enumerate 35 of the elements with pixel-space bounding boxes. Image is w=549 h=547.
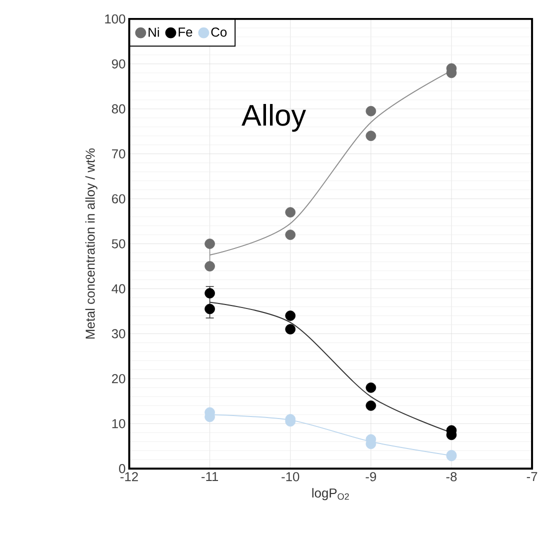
legend-label: Co [211, 27, 227, 37]
legend-label: Fe [178, 27, 192, 36]
point [285, 310, 296, 321]
legend-label: Ni [148, 27, 159, 37]
x-tick-label: -8 [446, 472, 457, 482]
y-tick-label: 50 [112, 239, 126, 248]
point [366, 400, 376, 411]
point [366, 106, 376, 116]
y-tick-label: 80 [112, 104, 126, 114]
y-tick-label: 90 [112, 59, 126, 68]
x-tick-label: -12 [120, 472, 138, 481]
y-tick-label: 40 [112, 284, 126, 294]
x-tick-label: -7 [526, 472, 538, 481]
point [204, 288, 215, 298]
point [366, 130, 376, 141]
point [204, 260, 215, 272]
y-tick-label: 10 [112, 418, 126, 428]
annotation: Alloy [242, 104, 306, 132]
point [366, 382, 376, 393]
y-tick-label: 20 [112, 374, 126, 384]
y-tick-label: 30 [112, 328, 126, 338]
y-tick-label: 0 [119, 464, 126, 474]
y-tick-label: 70 [112, 149, 126, 158]
point [204, 304, 215, 314]
x-tick-label: -10 [282, 472, 300, 482]
x-tick-label: -9 [366, 472, 376, 482]
x-axis-title: logP$_{O2}$ [312, 488, 349, 500]
point [285, 324, 296, 334]
y-tick-label: 60 [112, 194, 126, 204]
point [285, 229, 296, 240]
y-tick-label: 100 [105, 14, 126, 24]
x-tick-label: -11 [202, 472, 218, 481]
point [204, 238, 215, 249]
y-axis-title: Metal concentration in alloy / wt% [85, 148, 98, 338]
point [285, 206, 296, 218]
